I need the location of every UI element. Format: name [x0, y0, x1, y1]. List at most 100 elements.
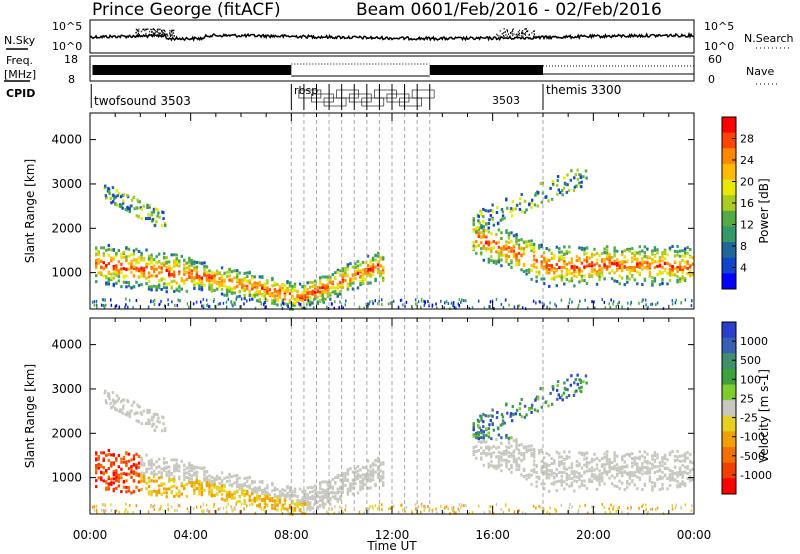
velocity-cell [110, 482, 113, 486]
power-cell [203, 264, 206, 268]
velocity-cell [292, 508, 295, 512]
velocity-cell [507, 455, 511, 459]
velocity-cell [598, 473, 601, 477]
power-cell [641, 283, 644, 287]
power-cell [539, 182, 543, 186]
power-cell [515, 233, 518, 237]
power-cell [200, 281, 204, 285]
velocity-cell [477, 436, 480, 440]
power-cell [356, 272, 360, 276]
velocity-cell [195, 479, 199, 483]
power-cell [153, 298, 156, 302]
power-cell [510, 247, 513, 251]
power-cell [598, 272, 601, 276]
velocity-cell [110, 464, 113, 468]
power-cell [475, 240, 478, 244]
velocity-cell [121, 406, 125, 410]
velocity-cell [472, 423, 475, 427]
power-cell [160, 277, 163, 281]
velocity-cell [414, 503, 417, 507]
velocity-cell [668, 473, 672, 477]
power-cell [155, 267, 158, 271]
velocity-cell [555, 468, 558, 472]
power-cell [671, 245, 674, 249]
velocity-cell [268, 493, 272, 497]
velocity-cell [487, 465, 491, 469]
velocity-cell [578, 464, 581, 468]
power-cell [147, 262, 151, 266]
power-cell [171, 300, 173, 304]
velocity-cell [213, 502, 215, 506]
power-cell [661, 259, 664, 263]
power-cell [678, 254, 682, 258]
velocity-cell [366, 476, 370, 480]
power-cell [95, 299, 98, 303]
colorbar-tick-label: 20 [740, 176, 754, 189]
power-cell [213, 289, 216, 293]
velocity-cell [481, 430, 485, 434]
velocity-cell [668, 477, 672, 481]
velocity-cell [585, 487, 589, 491]
power-cell [532, 242, 536, 246]
power-cell [273, 302, 277, 306]
velocity-cell [346, 470, 350, 474]
velocity-cell [107, 475, 111, 479]
power-cell [600, 274, 604, 278]
noise-dot [519, 32, 521, 35]
velocity-cell [339, 474, 342, 478]
velocity-cell [235, 502, 238, 506]
power-cell [130, 253, 133, 257]
cpid-row: twofsound 3503 rbsp 3503 themis 3300 [90, 83, 621, 110]
power-cell [676, 278, 679, 282]
power-cell [283, 302, 287, 306]
velocity-cell [321, 502, 324, 506]
velocity-cell [176, 508, 179, 512]
velocity-cell [178, 490, 181, 494]
velocity-cell [518, 412, 522, 416]
velocity-cell [647, 510, 649, 514]
power-cell [345, 299, 347, 303]
velocity-cell [125, 479, 128, 483]
power-cell [341, 279, 345, 283]
power-cell [111, 200, 115, 204]
velocity-cell [502, 452, 506, 456]
power-cell [515, 253, 518, 257]
velocity-cell [137, 474, 141, 478]
velocity-cell [536, 409, 539, 413]
power-cell [122, 199, 125, 203]
power-cell [645, 303, 647, 307]
velocity-cell [291, 489, 294, 493]
power-cell [527, 239, 531, 243]
velocity-cell [628, 474, 631, 478]
velocity-cell [631, 461, 634, 465]
velocity-cell [130, 409, 133, 413]
velocity-cell [521, 511, 524, 515]
power-cell [567, 189, 571, 193]
velocity-cell [110, 508, 113, 512]
velocity-cell [500, 507, 503, 511]
velocity-dashes [290, 318, 544, 514]
power-cell [165, 261, 168, 265]
power-cell [168, 266, 171, 270]
velocity-cell [415, 507, 417, 511]
velocity-cell [615, 466, 619, 470]
velocity-cell [522, 445, 526, 449]
power-cell [203, 283, 206, 287]
noise-dot [136, 28, 138, 31]
velocity-cell [359, 479, 362, 483]
power-cell [241, 284, 244, 288]
power-cell [220, 274, 224, 278]
velocity-cell [560, 503, 563, 507]
power-cell [346, 267, 350, 271]
velocity-cell [351, 486, 355, 490]
power-cell [266, 290, 269, 294]
velocity-cell [374, 463, 377, 467]
velocity-cell [178, 504, 180, 508]
velocity-cell [428, 509, 430, 513]
velocity-cell [480, 436, 483, 440]
velocity-cell [683, 471, 687, 475]
power-cell [475, 251, 478, 255]
power-cell [489, 300, 492, 304]
